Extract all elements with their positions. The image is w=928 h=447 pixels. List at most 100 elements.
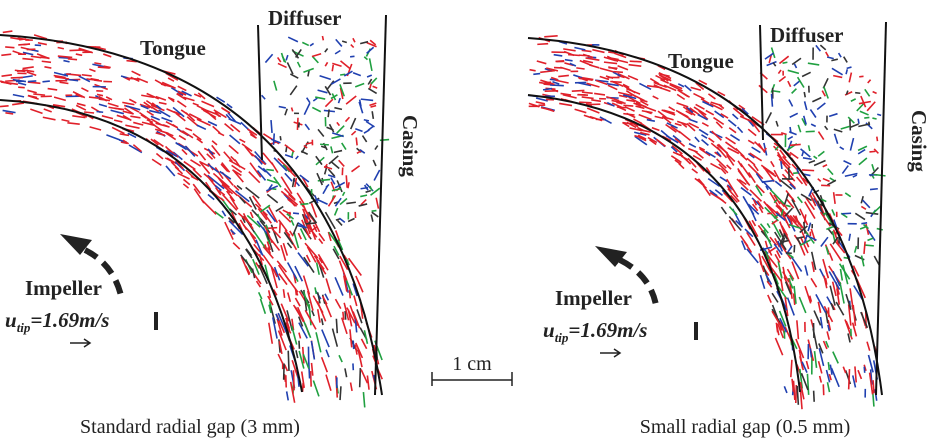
velocity-vector: [122, 114, 132, 122]
velocity-vector: [321, 329, 330, 348]
velocity-vector: [603, 61, 618, 65]
velocity-vector: [57, 46, 65, 50]
velocity-vector: [863, 241, 866, 254]
velocity-vector: [179, 130, 189, 136]
tip-mark: [694, 322, 698, 340]
velocity-vector: [323, 165, 333, 170]
velocity-vector: [53, 96, 66, 102]
velocity-vector: [119, 133, 130, 137]
velocity-vector: [775, 120, 779, 127]
velocity-vector: [847, 369, 851, 390]
scale-line: [431, 372, 513, 386]
velocity-vector: [758, 206, 764, 214]
velocity-vector: [320, 318, 324, 326]
velocity-vector: [310, 362, 314, 376]
velocity-vector: [304, 242, 319, 259]
velocity-vector: [595, 79, 608, 86]
velocity-vector: [375, 197, 380, 209]
velocity-vector: [542, 87, 553, 91]
velocity-vector: [350, 44, 355, 49]
velocity-vector: [286, 167, 297, 178]
velocity-vector: [293, 232, 300, 249]
velocity-vector: [153, 138, 164, 148]
velocity-vector: [311, 310, 315, 317]
velocity-vector: [352, 283, 358, 297]
velocity-vector: [330, 177, 336, 185]
velocity-vector: [368, 58, 373, 71]
velocity-vector: [98, 103, 108, 108]
velocity-vector: [196, 118, 211, 127]
velocity-vector: [801, 150, 805, 157]
velocity-vector: [122, 101, 135, 106]
velocity-vector: [309, 226, 318, 233]
velocity-vector: [737, 168, 749, 185]
velocity-vector: [581, 96, 594, 100]
velocity-vector: [849, 123, 859, 129]
velocity-vector: [546, 67, 559, 72]
velocity-vector: [197, 150, 207, 161]
scale-bar: 1 cm: [431, 353, 513, 386]
velocity-vector: [92, 63, 106, 68]
velocity-vector: [231, 164, 243, 173]
velocity-vector: [562, 93, 577, 99]
velocity-vector: [301, 219, 311, 239]
velocity-vector: [822, 340, 828, 350]
velocity-vector: [307, 70, 310, 77]
velocity-vector: [151, 158, 162, 166]
velocity-vector: [828, 373, 832, 381]
velocity-vector: [284, 144, 295, 153]
velocity-vector: [658, 71, 672, 80]
velocity-vector: [832, 192, 836, 204]
velocity-vector: [624, 106, 635, 112]
velocity-vector: [634, 134, 644, 139]
velocity-vector: [284, 229, 291, 237]
velocity-vector: [122, 110, 134, 115]
velocity-vector: [282, 209, 292, 215]
velocity-vector: [697, 178, 705, 187]
velocity-vector: [606, 82, 619, 87]
velocity-vector: [257, 165, 267, 173]
velocity-vector: [634, 135, 648, 146]
velocity-vector: [827, 179, 837, 186]
velocity-vector: [230, 123, 241, 133]
velocity-vector: [669, 82, 683, 90]
velocity-vector: [286, 62, 294, 75]
velocity-vector: [215, 187, 222, 196]
velocity-vector: [1, 53, 12, 57]
velocity-vector: [851, 322, 858, 337]
velocity-vector: [668, 106, 676, 112]
velocity-vector: [280, 176, 293, 195]
velocity-vector: [262, 167, 272, 177]
velocity-vector: [5, 112, 14, 115]
velocity-vector: [295, 350, 299, 359]
velocity-vector: [824, 310, 829, 324]
velocity-vector: [276, 318, 283, 336]
velocity-vector: [772, 145, 779, 152]
velocity-vector: [822, 77, 829, 89]
velocity-vector: [822, 177, 830, 183]
velocity-vector: [612, 71, 621, 77]
velocity-vector: [707, 93, 716, 100]
velocity-vector: [799, 236, 809, 254]
velocity-vector: [37, 41, 47, 46]
velocity-vector: [686, 106, 694, 114]
velocity-vector: [770, 93, 774, 107]
direction-arrow: [600, 348, 622, 358]
velocity-vector: [333, 207, 339, 216]
velocity-vector: [763, 200, 779, 219]
velocity-vector: [330, 146, 334, 154]
velocity-vector: [324, 98, 334, 108]
velocity-vector: [42, 116, 56, 121]
velocity-vector: [272, 269, 278, 278]
velocity-vector: [360, 186, 369, 190]
velocity-vector: [196, 137, 204, 144]
velocity-vector: [351, 165, 361, 173]
velocity-vector: [312, 380, 320, 397]
velocity-vector: [172, 106, 185, 118]
velocity-vector: [768, 246, 777, 254]
velocity-vector: [311, 55, 319, 64]
velocity-vector: [823, 305, 834, 323]
velocity-vector: [295, 155, 299, 160]
velocity-vector: [218, 189, 226, 196]
tip-speed: utip=1.69m/s: [5, 308, 109, 335]
